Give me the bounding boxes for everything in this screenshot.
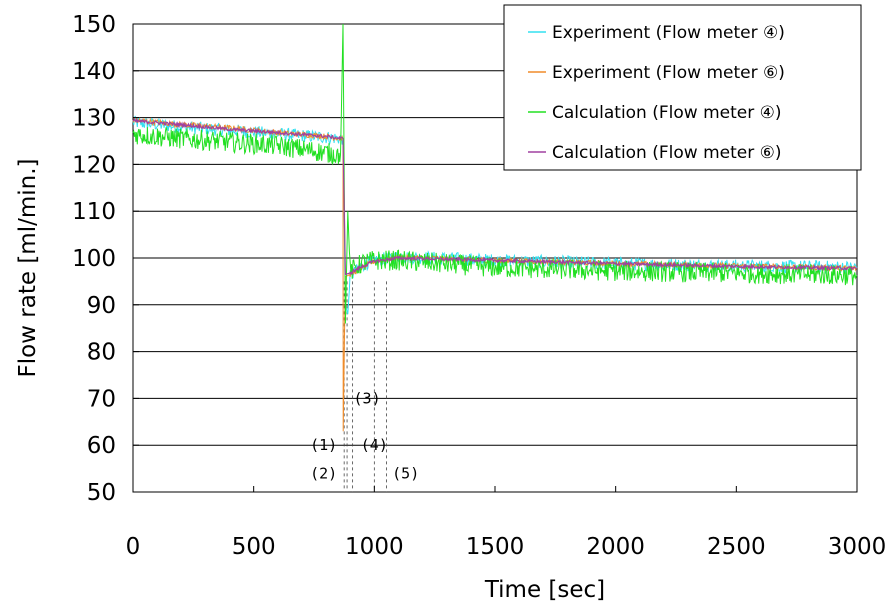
x-axis-title: Time [sec] xyxy=(484,577,605,603)
series-line-3 xyxy=(132,23,858,324)
series-line-4 xyxy=(132,117,858,276)
y-tick-label: 150 xyxy=(72,12,116,38)
legend-label: Calculation (Flow meter ⑥) xyxy=(552,143,782,163)
event-label: (5) xyxy=(392,464,419,482)
y-tick-label: 120 xyxy=(72,152,116,178)
y-tick-label: 90 xyxy=(87,293,116,319)
event-label: (4) xyxy=(361,436,388,454)
x-tick-label: 2500 xyxy=(707,534,766,560)
x-tick-label: 1000 xyxy=(345,534,404,560)
series-line-1 xyxy=(132,115,858,315)
event-label: (3) xyxy=(354,389,381,407)
legend-label: Experiment (Flow meter ④) xyxy=(552,23,785,43)
y-tick-label: 100 xyxy=(72,246,116,272)
y-axis-ticks: 50 60 70 80 90 100 110 120 130 140 150 xyxy=(72,12,139,506)
legend: Experiment (Flow meter ④) Experiment (Flo… xyxy=(503,4,862,171)
data-series xyxy=(132,23,858,432)
legend-label: Experiment (Flow meter ⑥) xyxy=(552,63,785,83)
y-tick-label: 140 xyxy=(72,59,116,85)
y-tick-label: 130 xyxy=(72,106,116,132)
event-labels: (1) (2) (3) (4)(5) xyxy=(310,389,419,482)
y-axis-title: Flow rate [ml/min.] xyxy=(15,158,41,377)
x-tick-label: 3000 xyxy=(828,534,887,560)
legend-box xyxy=(503,4,862,171)
event-label: (1) xyxy=(310,436,337,454)
y-tick-label: 70 xyxy=(87,386,116,412)
event-label: (2) xyxy=(310,464,337,482)
legend-label: Calculation (Flow meter ④) xyxy=(552,103,782,123)
y-tick-label: 110 xyxy=(72,199,116,225)
y-tick-label: 60 xyxy=(87,433,116,459)
x-tick-label: 2000 xyxy=(586,534,645,560)
x-tick-label: 500 xyxy=(232,534,276,560)
x-axis-ticks: 0 500 1000 1500 2000 2500 3000 xyxy=(126,486,887,560)
y-tick-label: 80 xyxy=(87,340,116,366)
y-tick-label: 50 xyxy=(87,480,116,506)
x-tick-label: 0 xyxy=(126,534,141,560)
event-markers xyxy=(343,281,387,492)
x-tick-label: 1500 xyxy=(466,534,525,560)
